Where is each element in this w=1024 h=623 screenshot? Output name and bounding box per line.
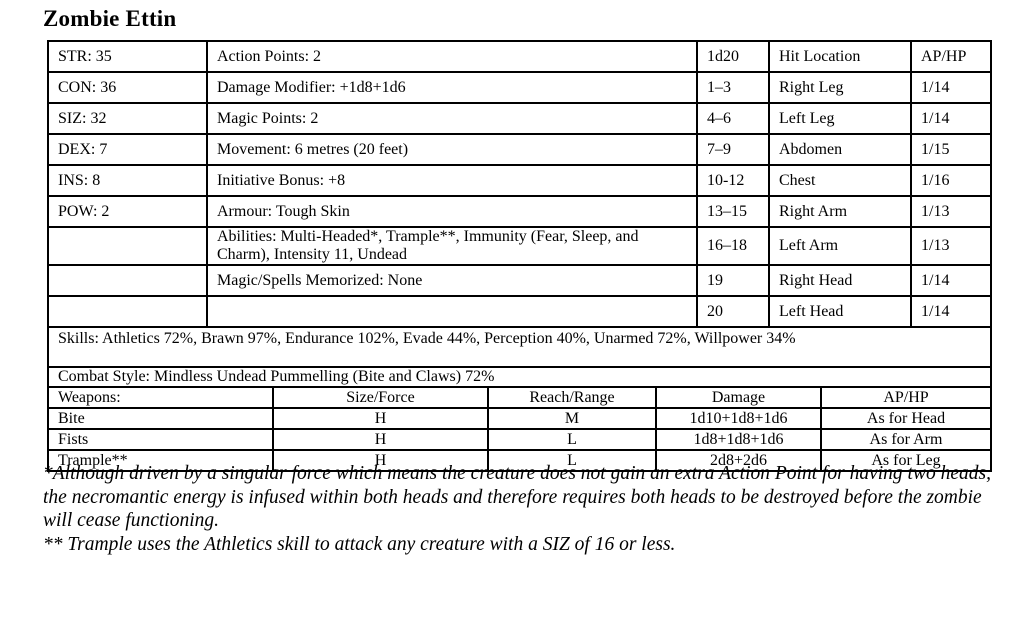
combat-style-row: Combat Style: Mindless Undead Pummelling… bbox=[47, 366, 992, 388]
stat-cell bbox=[47, 295, 208, 328]
d20-cell: 10-12 bbox=[696, 164, 770, 197]
hit-location-cell: Chest bbox=[768, 164, 912, 197]
reach-range-cell: L bbox=[487, 449, 657, 472]
stat-cell: DEX: 7 bbox=[47, 133, 208, 166]
page-title: Zombie Ettin bbox=[43, 6, 177, 31]
damage-cell: 2d8+2d6 bbox=[655, 449, 822, 472]
weapon-aphp-cell: As for Arm bbox=[820, 428, 992, 451]
hit-location-cell: Right Leg bbox=[768, 71, 912, 104]
table-row: INS: 8 Initiative Bonus: +8 10-12 Chest … bbox=[47, 164, 992, 197]
weapon-aphp-cell: As for Leg bbox=[820, 449, 992, 472]
aphp-cell: 1/14 bbox=[910, 102, 992, 135]
weapon-name-cell: Fists bbox=[47, 428, 274, 451]
d20-cell: 4–6 bbox=[696, 102, 770, 135]
table-row: Magic/Spells Memorized: None 19 Right He… bbox=[47, 264, 992, 297]
hit-location-cell: Right Arm bbox=[768, 195, 912, 228]
skills-cell: Skills: Athletics 72%, Brawn 97%, Endura… bbox=[47, 326, 992, 368]
hit-location-cell: Abdomen bbox=[768, 133, 912, 166]
hit-location-cell: Left Arm bbox=[768, 226, 912, 266]
attribute-cell: Action Points: 2 bbox=[206, 40, 698, 73]
weapon-aphp-cell: As for Head bbox=[820, 407, 992, 430]
weapons-header-row: Weapons: Size/Force Reach/Range Damage A… bbox=[47, 386, 992, 409]
d20-cell: 13–15 bbox=[696, 195, 770, 228]
stat-cell: POW: 2 bbox=[47, 195, 208, 228]
damage-cell: 1d8+1d8+1d6 bbox=[655, 428, 822, 451]
aphp-cell: 1/13 bbox=[910, 195, 992, 228]
hit-location-cell: Left Head bbox=[768, 295, 912, 328]
attribute-cell bbox=[206, 295, 698, 328]
reach-range-cell: M bbox=[487, 407, 657, 430]
footnote-multi-headed: *Although driven by a singular force whi… bbox=[43, 463, 991, 531]
stat-cell: STR: 35 bbox=[47, 40, 208, 73]
reach-range-cell: L bbox=[487, 428, 657, 451]
weapon-row: Bite H M 1d10+1d8+1d6 As for Head bbox=[47, 407, 992, 430]
table-row: STR: 35 Action Points: 2 1d20 Hit Locati… bbox=[47, 40, 992, 73]
aphp-cell: 1/13 bbox=[910, 226, 992, 266]
hit-location-cell: Right Head bbox=[768, 264, 912, 297]
size-force-cell: H bbox=[272, 407, 489, 430]
table-row: SIZ: 32 Magic Points: 2 4–6 Left Leg 1/1… bbox=[47, 102, 992, 135]
abilities-cell: Abilities: Multi-Headed*, Trample**, Imm… bbox=[206, 226, 698, 266]
table-row: Abilities: Multi-Headed*, Trample**, Imm… bbox=[47, 226, 992, 266]
weapons-header-cell: Weapons: bbox=[47, 386, 274, 409]
attribute-cell: Movement: 6 metres (20 feet) bbox=[206, 133, 698, 166]
stat-cell: SIZ: 32 bbox=[47, 102, 208, 135]
d20-cell: 7–9 bbox=[696, 133, 770, 166]
aphp-header-cell: AP/HP bbox=[910, 40, 992, 73]
weapon-row: Fists H L 1d8+1d8+1d6 As for Arm bbox=[47, 428, 992, 451]
damage-header-cell: Damage bbox=[655, 386, 822, 409]
footnote-trample: ** Trample uses the Athletics skill to a… bbox=[43, 533, 676, 555]
attribute-cell: Magic/Spells Memorized: None bbox=[206, 264, 698, 297]
footnotes: *Although driven by a singular force whi… bbox=[43, 462, 995, 556]
attribute-cell: Initiative Bonus: +8 bbox=[206, 164, 698, 197]
stat-cell: CON: 36 bbox=[47, 71, 208, 104]
table-row: CON: 36 Damage Modifier: +1d8+1d6 1–3 Ri… bbox=[47, 71, 992, 104]
attribute-cell: Damage Modifier: +1d8+1d6 bbox=[206, 71, 698, 104]
reach-range-header-cell: Reach/Range bbox=[487, 386, 657, 409]
d20-header-cell: 1d20 bbox=[696, 40, 770, 73]
attribute-cell: Magic Points: 2 bbox=[206, 102, 698, 135]
hit-location-header-cell: Hit Location bbox=[768, 40, 912, 73]
weapons-table: Weapons: Size/Force Reach/Range Damage A… bbox=[47, 386, 992, 472]
stat-block-table: STR: 35 Action Points: 2 1d20 Hit Locati… bbox=[47, 40, 992, 472]
d20-cell: 20 bbox=[696, 295, 770, 328]
size-force-cell: H bbox=[272, 449, 489, 472]
table-row: DEX: 7 Movement: 6 metres (20 feet) 7–9 … bbox=[47, 133, 992, 166]
weapon-row: Trample** H L 2d8+2d6 As for Leg bbox=[47, 449, 992, 472]
combat-style-cell: Combat Style: Mindless Undead Pummelling… bbox=[47, 366, 992, 388]
skills-row: Skills: Athletics 72%, Brawn 97%, Endura… bbox=[47, 326, 992, 368]
aphp-cell: 1/16 bbox=[910, 164, 992, 197]
attribute-cell: Armour: Tough Skin bbox=[206, 195, 698, 228]
aphp-cell: 1/14 bbox=[910, 264, 992, 297]
size-force-cell: H bbox=[272, 428, 489, 451]
weapon-name-cell: Trample** bbox=[47, 449, 274, 472]
damage-cell: 1d10+1d8+1d6 bbox=[655, 407, 822, 430]
d20-cell: 16–18 bbox=[696, 226, 770, 266]
aphp-cell: 1/14 bbox=[910, 71, 992, 104]
weapon-aphp-header-cell: AP/HP bbox=[820, 386, 992, 409]
hit-location-cell: Left Leg bbox=[768, 102, 912, 135]
size-force-header-cell: Size/Force bbox=[272, 386, 489, 409]
d20-cell: 19 bbox=[696, 264, 770, 297]
stat-cell bbox=[47, 226, 208, 266]
d20-cell: 1–3 bbox=[696, 71, 770, 104]
stat-cell: INS: 8 bbox=[47, 164, 208, 197]
stat-cell bbox=[47, 264, 208, 297]
attributes-and-hit-locations-table: STR: 35 Action Points: 2 1d20 Hit Locati… bbox=[47, 40, 992, 388]
weapon-name-cell: Bite bbox=[47, 407, 274, 430]
table-row: 20 Left Head 1/14 bbox=[47, 295, 992, 328]
aphp-cell: 1/14 bbox=[910, 295, 992, 328]
aphp-cell: 1/15 bbox=[910, 133, 992, 166]
table-row: POW: 2 Armour: Tough Skin 13–15 Right Ar… bbox=[47, 195, 992, 228]
